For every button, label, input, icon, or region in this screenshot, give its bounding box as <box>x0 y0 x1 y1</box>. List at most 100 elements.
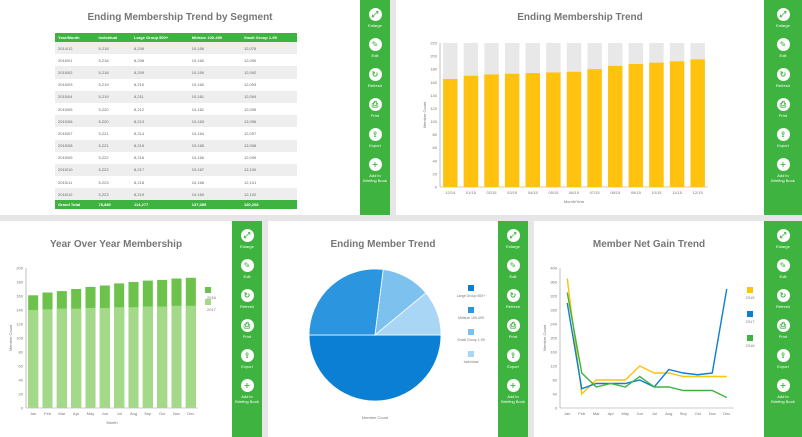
x-tick-label: Apr <box>73 411 80 416</box>
column-header[interactable]: Individual <box>95 33 132 42</box>
toolbar-label: Export <box>241 364 253 369</box>
table-cell: 8,208 <box>134 57 145 63</box>
toolbar-button-print[interactable]: ⎙ Print <box>770 319 796 339</box>
x-tick-label: Oct <box>695 411 702 416</box>
print-icon: ⎙ <box>776 319 790 332</box>
toolbar-label: Export <box>507 364 519 369</box>
panel-title: Ending Membership Trend by Segment <box>87 12 273 23</box>
y-tick-label: 240 <box>550 322 557 327</box>
toolbar-button-edit[interactable]: ✎ Edit <box>362 38 388 58</box>
toolbar-button-enlarge[interactable]: ⤢ Enlarge <box>770 229 796 249</box>
bar <box>587 69 602 187</box>
y-tick-label: 0 <box>435 185 438 190</box>
export-icon: ⇪ <box>776 128 790 141</box>
toolbar-button-edit[interactable]: ✎ Edit <box>234 259 260 279</box>
table-cell: 2015/06 <box>55 115 96 128</box>
column-header[interactable]: Small Group 1-99 <box>240 33 297 42</box>
toolbar-button-refresh[interactable]: ↻ Refresh <box>362 68 388 88</box>
add-icon: + <box>776 379 790 392</box>
edit-icon: ✎ <box>368 38 382 51</box>
table-cell: 8,214 <box>134 130 145 136</box>
toolbar-button-add-to-briefing-book[interactable]: + Add to Briefing Book <box>500 379 526 404</box>
expand-icon: ⤢ <box>776 8 790 21</box>
add-icon: + <box>368 158 382 171</box>
toolbar-button-export[interactable]: ⇪ Export <box>362 128 388 148</box>
toolbar-label: Refresh <box>367 83 382 88</box>
toolbar-button-print[interactable]: ⎙ Print <box>362 98 388 118</box>
legend-swatch <box>468 329 474 335</box>
expand-icon: ⤢ <box>368 8 382 21</box>
table-cell: 10,165 <box>188 139 241 152</box>
x-tick-label: Feb <box>44 411 52 416</box>
table-cell: 8,215 <box>131 139 189 152</box>
y-axis-label: Member Count <box>542 324 547 351</box>
toolbar-button-export[interactable]: ⇪ Export <box>770 349 796 369</box>
x-tick-label: Jan <box>564 411 570 416</box>
toolbar-label: Refresh <box>775 83 790 88</box>
add-icon: + <box>240 379 254 392</box>
toolbar-button-add-to-briefing-book[interactable]: + Add to Briefing Book <box>770 158 796 183</box>
toolbar-button-print[interactable]: ⎙ Print <box>234 319 260 339</box>
table-cell: 10,161 <box>188 90 241 103</box>
y-tick-label: 160 <box>16 294 23 299</box>
toolbar-button-enlarge[interactable]: ⤢ Enlarge <box>500 229 526 249</box>
toolbar-button-export[interactable]: ⇪ Export <box>500 349 526 369</box>
toolbar-button-edit[interactable]: ✎ Edit <box>770 38 796 58</box>
bar <box>669 61 685 188</box>
table-cell: 5,223 <box>95 188 132 201</box>
toolbar-button-print[interactable]: ⎙ Print <box>770 98 796 118</box>
x-tick-label: 09/15 <box>631 190 642 195</box>
x-tick-label: 12/15 <box>693 190 704 195</box>
bar-2017 <box>85 307 96 408</box>
expand-icon: ⤢ <box>506 229 520 242</box>
toolbar-button-add-to-briefing-book[interactable]: + Add to Briefing Book <box>362 158 388 183</box>
ending-trend-panel: Ending Membership Trend 0 20 40 60 80 100 120 1… <box>396 0 764 215</box>
toolbar-button-refresh[interactable]: ↻ Refresh <box>770 68 796 88</box>
pie-chart: Member Count Large Group 500+ Midsize 100-… <box>308 268 486 420</box>
expand-icon: ⤢ <box>240 229 254 242</box>
legend-label: 2017 <box>746 319 756 324</box>
y-tick-label: 180 <box>16 280 23 285</box>
toolbar-button-add-to-briefing-book[interactable]: + Add to Briefing Book <box>770 379 796 404</box>
toolbar-button-enlarge[interactable]: ⤢ Enlarge <box>362 8 388 28</box>
x-tick-label: Mar <box>593 411 601 416</box>
toolbar-button-enlarge[interactable]: ⤢ Enlarge <box>234 229 260 249</box>
table-row: 2014/12 5,218 8,206 10,156 12,078 <box>55 42 297 55</box>
toolbar: ⤢ Enlarge ✎ Edit ↻ Refresh ⎙ Print ⇪ Export + Add t… <box>232 221 262 437</box>
legend-label: Midsize 100-499 <box>458 316 484 320</box>
column-header[interactable]: Midsize 100-499 <box>188 33 241 42</box>
legend-label: Large Group 500+ <box>457 294 486 298</box>
table-cell: 5,222 <box>95 163 132 177</box>
table-cell: 10,156 <box>188 42 241 55</box>
refresh-icon: ↻ <box>776 289 790 302</box>
table-cell: 2015/10 <box>55 163 96 177</box>
toolbar-button-edit[interactable]: ✎ Edit <box>500 259 526 279</box>
toolbar-button-refresh[interactable]: ↻ Refresh <box>770 289 796 309</box>
toolbar-label: Enlarge <box>506 244 520 249</box>
table-row: 2015/09 5,222 8,216 10,166 12,099 <box>55 152 297 164</box>
column-header[interactable]: Large Group 500+ <box>131 33 189 42</box>
bar-2017 <box>42 309 53 408</box>
table-row: 2015/01 5,218 8,208 10,160 12,090 <box>55 54 297 66</box>
toolbar-button-print[interactable]: ⎙ Print <box>500 319 526 339</box>
toolbar-button-export[interactable]: ⇪ Export <box>770 128 796 148</box>
x-tick-label: Jul <box>117 411 122 416</box>
toolbar-button-edit[interactable]: ✎ Edit <box>770 259 796 279</box>
table-row: 2015/03 5,219 8,210 10,160 12,093 <box>55 79 297 91</box>
table-cell: 10,168 <box>191 179 205 185</box>
toolbar-button-add-to-briefing-book[interactable]: + Add to Briefing Book <box>234 379 260 404</box>
toolbar-label: Add to Briefing Book <box>501 394 525 404</box>
table-cell: 8,206 <box>131 42 189 55</box>
toolbar-label: Add to Briefing Book <box>771 173 795 183</box>
total-cell: 160,208 <box>240 200 297 210</box>
legend-swatch <box>205 299 211 305</box>
toolbar-button-enlarge[interactable]: ⤢ Enlarge <box>770 8 796 28</box>
toolbar-button-refresh[interactable]: ↻ Refresh <box>500 289 526 309</box>
edit-icon: ✎ <box>776 259 790 272</box>
column-header[interactable]: Year/Month <box>55 33 96 42</box>
bar-2017 <box>185 305 196 408</box>
toolbar-button-export[interactable]: ⇪ Export <box>234 349 260 369</box>
toolbar-label: Add to Briefing Book <box>363 173 387 183</box>
toolbar-button-refresh[interactable]: ↻ Refresh <box>234 289 260 309</box>
y-tick-label: 200 <box>16 266 23 271</box>
